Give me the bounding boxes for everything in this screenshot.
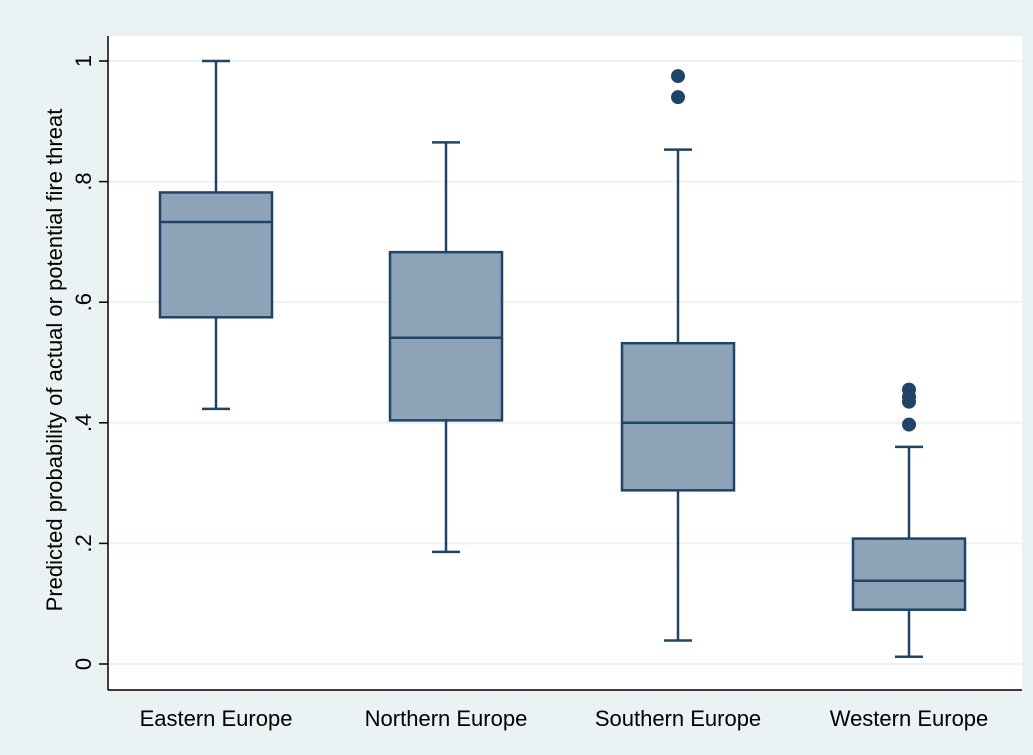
- y-tick-label: 0: [71, 658, 96, 670]
- y-tick-label: .4: [71, 414, 96, 432]
- axes: 0 .2 .4 .6 .8 1 Eastern Europe Northern Europe S…: [71, 36, 1022, 731]
- box-northern-europe: [388, 141, 504, 554]
- box-iqr: [158, 191, 274, 319]
- box-western-europe: [851, 382, 967, 659]
- box-iqr: [851, 537, 967, 611]
- y-tick-label: .8: [71, 172, 96, 190]
- x-tick-label: Northern Europe: [365, 706, 528, 731]
- outlier-point: [671, 69, 685, 84]
- y-tick-label: 1: [71, 55, 96, 67]
- box-iqr: [388, 250, 504, 422]
- boxes: [158, 59, 967, 659]
- y-axis-title: Predicted probability of actual or poten…: [42, 109, 67, 612]
- x-tick-label: Eastern Europe: [140, 706, 293, 731]
- x-tick-label: Southern Europe: [595, 706, 761, 731]
- outlier-point: [902, 382, 916, 397]
- box-iqr: [620, 341, 736, 492]
- outlier-point: [671, 90, 685, 105]
- outlier-point: [902, 417, 916, 432]
- box-eastern-europe: [158, 59, 274, 411]
- x-tick-label: Western Europe: [830, 706, 989, 731]
- y-tick-label: .6: [71, 293, 96, 311]
- y-tick-label: .2: [71, 534, 96, 552]
- box-southern-europe: [620, 69, 736, 642]
